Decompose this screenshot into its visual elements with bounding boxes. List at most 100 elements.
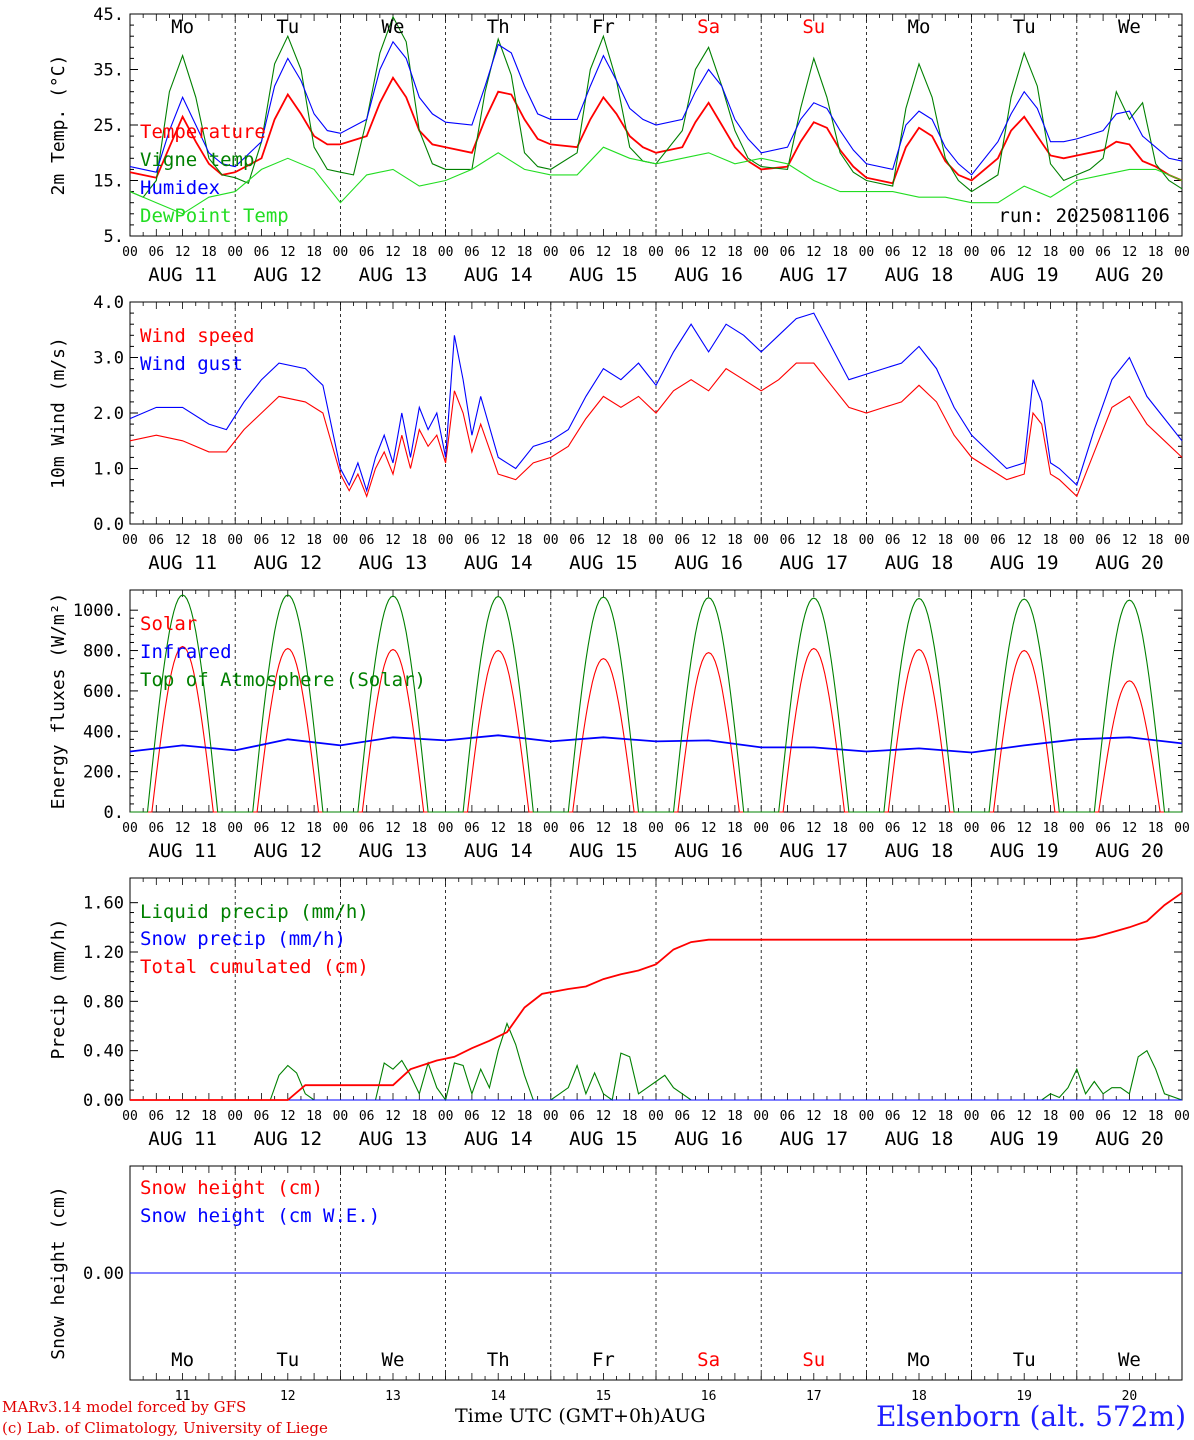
weekday-label-top: Tu bbox=[276, 16, 299, 38]
y-tick-label: 35. bbox=[93, 61, 124, 81]
hour-label: 00 bbox=[648, 821, 664, 836]
weekday-label-bottom: Fr bbox=[592, 1349, 615, 1371]
date-label: AUG 19 bbox=[990, 1128, 1059, 1150]
hour-label: 06 bbox=[464, 245, 480, 260]
hour-label: 06 bbox=[254, 533, 270, 548]
date-label: AUG 19 bbox=[990, 552, 1059, 574]
hour-label: 18 bbox=[411, 821, 427, 836]
hour-label: 12 bbox=[1122, 1109, 1138, 1124]
hour-label: 18 bbox=[517, 821, 533, 836]
weekday-label-top: Th bbox=[487, 16, 510, 38]
date-label: AUG 12 bbox=[253, 840, 322, 862]
hour-label: 18 bbox=[727, 245, 743, 260]
date-label: AUG 15 bbox=[569, 552, 638, 574]
hour-label: 00 bbox=[333, 533, 349, 548]
hour-label: 18 bbox=[1043, 821, 1059, 836]
hour-label: 06 bbox=[359, 533, 375, 548]
hour-label: 00 bbox=[543, 245, 559, 260]
date-label: AUG 14 bbox=[464, 552, 533, 574]
y-tick-label: 4.0 bbox=[93, 293, 124, 313]
hour-label: 12 bbox=[911, 533, 927, 548]
hour-label: 06 bbox=[254, 1109, 270, 1124]
legend-entry: Wind speed bbox=[140, 325, 254, 347]
date-label: AUG 17 bbox=[779, 840, 848, 862]
hour-label: 18 bbox=[201, 533, 217, 548]
y-tick-label: 0.0 bbox=[93, 515, 124, 535]
date-label: AUG 18 bbox=[885, 264, 954, 286]
series-line-2-1 bbox=[129, 362, 1183, 498]
hour-label: 18 bbox=[1148, 533, 1164, 548]
date-label: AUG 12 bbox=[253, 1128, 322, 1150]
series-line-2-2 bbox=[129, 312, 1183, 493]
hour-label: 18 bbox=[1148, 245, 1164, 260]
date-label: AUG 19 bbox=[990, 840, 1059, 862]
hour-label: 18 bbox=[201, 1109, 217, 1124]
hour-label: 00 bbox=[122, 1109, 138, 1124]
date-label: AUG 15 bbox=[569, 264, 638, 286]
hour-label: 12 bbox=[1122, 533, 1138, 548]
hour-label: 06 bbox=[674, 533, 690, 548]
hour-label: 00 bbox=[438, 245, 454, 260]
hour-label: 00 bbox=[227, 1109, 243, 1124]
hour-label: 06 bbox=[569, 1109, 585, 1124]
date-label: AUG 18 bbox=[885, 1128, 954, 1150]
hour-label: 18 bbox=[937, 1109, 953, 1124]
hour-label: 00 bbox=[1069, 821, 1085, 836]
hour-label: 00 bbox=[122, 533, 138, 548]
hour-label: 18 bbox=[937, 821, 953, 836]
hour-label: 00 bbox=[648, 1109, 664, 1124]
legend-entry: Wind gust bbox=[140, 353, 243, 375]
weekday-label-bottom: We bbox=[382, 1349, 405, 1371]
hour-label: 06 bbox=[148, 245, 164, 260]
hour-label: 12 bbox=[385, 533, 401, 548]
series-line-3-2 bbox=[129, 734, 1183, 754]
hour-label: 06 bbox=[1095, 1109, 1111, 1124]
y-tick-label: 2.0 bbox=[93, 404, 124, 424]
y-axis-label: Snow height (cm) bbox=[48, 1186, 69, 1359]
date-label: AUG 17 bbox=[779, 1128, 848, 1150]
y-tick-label: 3.0 bbox=[93, 349, 124, 369]
y-tick-label: 200. bbox=[83, 763, 124, 783]
hour-label: 00 bbox=[1069, 1109, 1085, 1124]
hour-label: 12 bbox=[701, 533, 717, 548]
hour-label: 06 bbox=[885, 533, 901, 548]
hour-label: 06 bbox=[885, 1109, 901, 1124]
y-tick-label: 45. bbox=[93, 5, 124, 25]
hour-label: 12 bbox=[280, 533, 296, 548]
series-line-4-1 bbox=[130, 1021, 1183, 1102]
panel-1 bbox=[129, 13, 1183, 237]
weekday-label-top: Su bbox=[802, 16, 825, 38]
hour-label: 18 bbox=[937, 245, 953, 260]
hour-label: 12 bbox=[1122, 245, 1138, 260]
hour-label: 18 bbox=[622, 245, 638, 260]
hour-label: 06 bbox=[359, 245, 375, 260]
hour-label: 06 bbox=[254, 821, 270, 836]
hour-label: 00 bbox=[438, 533, 454, 548]
date-label: AUG 16 bbox=[674, 840, 743, 862]
credit-line-2: (c) Lab. of Climatology, University of L… bbox=[2, 1419, 328, 1437]
y-tick-label: 0.40 bbox=[83, 1042, 124, 1062]
hour-label: 12 bbox=[1122, 821, 1138, 836]
y-tick-label: 800. bbox=[83, 642, 124, 662]
series-line-1-1 bbox=[129, 76, 1183, 185]
y-tick-label: 1.60 bbox=[83, 894, 124, 914]
y-axis-label: 2m Temp. (°C) bbox=[48, 55, 69, 196]
weekday-label-bottom: Mo bbox=[908, 1349, 931, 1371]
series-line-4-3 bbox=[130, 892, 1183, 1101]
day-number-label: 14 bbox=[490, 1389, 506, 1404]
hour-label: 00 bbox=[227, 245, 243, 260]
panel-4 bbox=[129, 877, 1183, 1102]
hour-label: 00 bbox=[859, 1109, 875, 1124]
y-axis-label: Energy fluxes (W/m²) bbox=[48, 593, 69, 810]
hour-label: 00 bbox=[753, 1109, 769, 1124]
date-label: AUG 16 bbox=[674, 264, 743, 286]
hour-label: 00 bbox=[964, 1109, 980, 1124]
y-tick-label: 0.00 bbox=[83, 1091, 124, 1111]
date-label: AUG 19 bbox=[990, 264, 1059, 286]
credit-line-1: MARv3.14 model forced by GFS bbox=[2, 1398, 247, 1416]
weekday-label-top: Tu bbox=[1013, 16, 1036, 38]
date-label: AUG 20 bbox=[1095, 1128, 1164, 1150]
hour-label: 12 bbox=[1016, 821, 1032, 836]
series-line-1-3 bbox=[129, 40, 1183, 176]
hour-label: 00 bbox=[122, 821, 138, 836]
